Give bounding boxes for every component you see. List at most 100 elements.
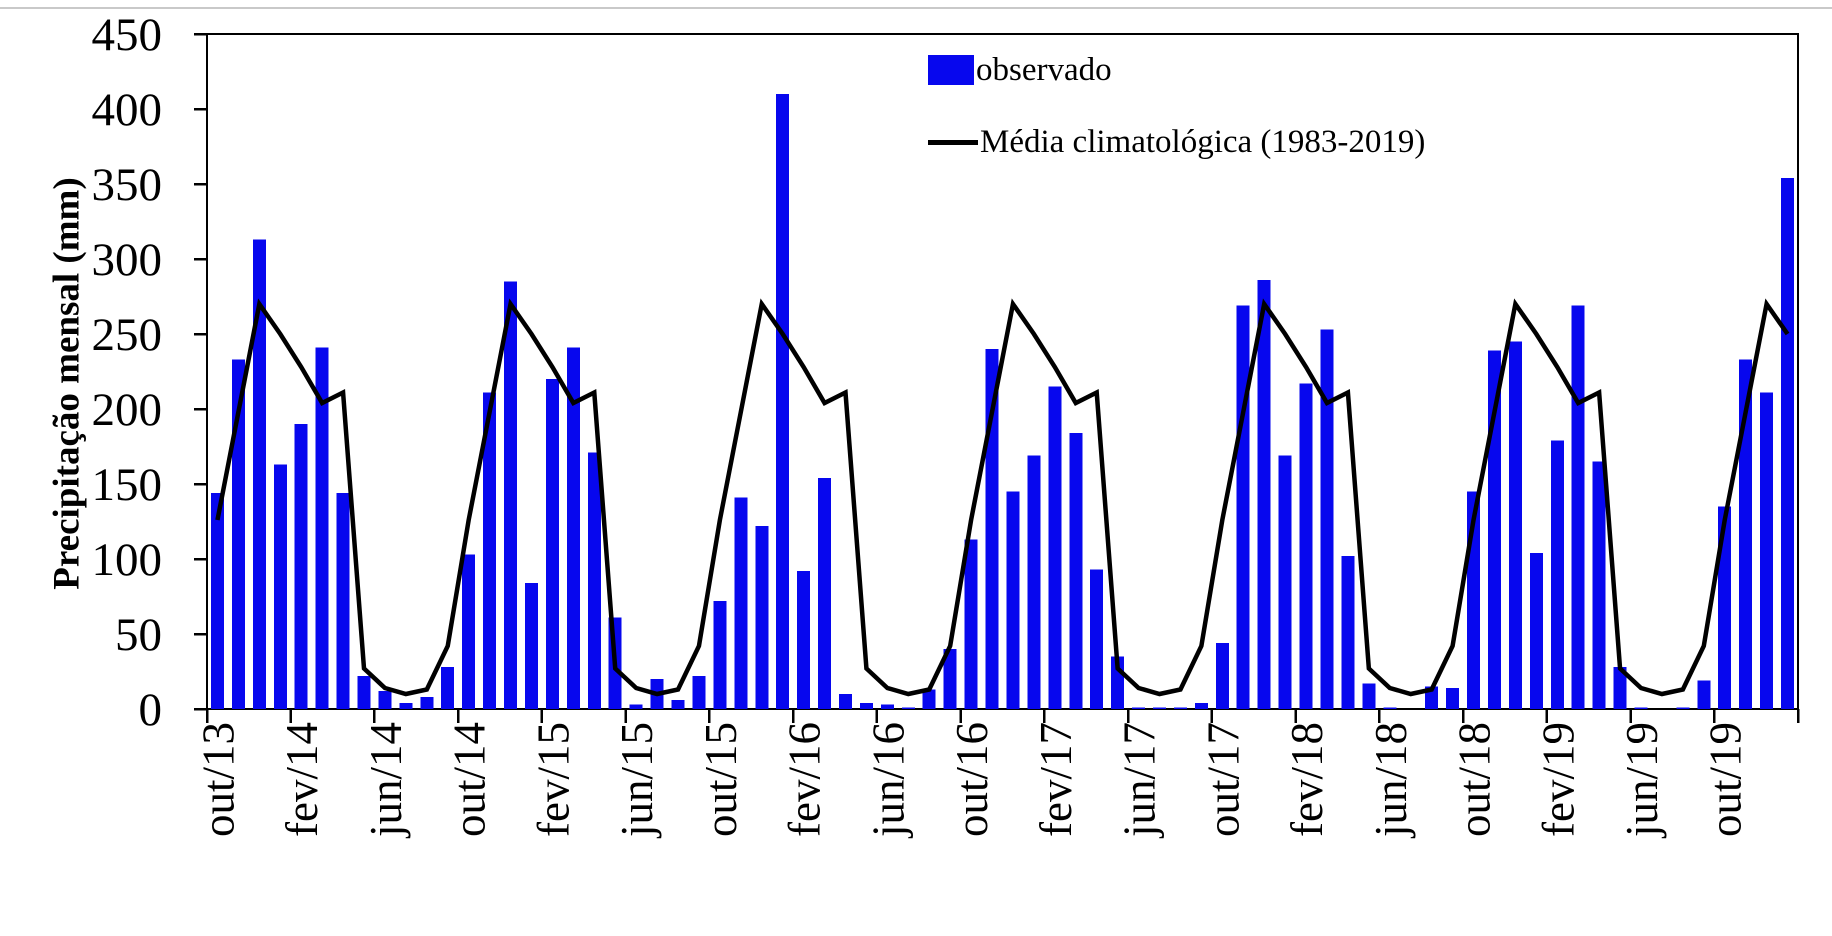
bar-mar/14 [315, 347, 329, 709]
bar-jul/16 [901, 707, 915, 709]
y-tick-label: 400 [92, 84, 163, 136]
bar-dez/15 [755, 526, 769, 709]
x-tick-label: out/19 [1701, 722, 1751, 837]
bar-jul/14 [399, 703, 413, 709]
x-tick-label: fev/16 [780, 722, 830, 837]
x-tick-label: out/17 [1198, 722, 1248, 837]
bar-out/13 [210, 493, 224, 709]
bar-mar/18 [1320, 329, 1334, 709]
bar-set/15 [692, 676, 706, 709]
bar-mar/17 [1069, 433, 1083, 709]
bar-jun/17 [1132, 707, 1146, 709]
bar-set/16 [943, 649, 957, 709]
bar-nov/15 [734, 497, 748, 709]
bar-jan/16 [776, 94, 790, 709]
bar-ago/17 [1173, 707, 1187, 709]
bar-set/19 [1697, 680, 1711, 709]
bar-out/15 [713, 601, 727, 709]
legend-label: Média climatológica (1983-2019) [980, 123, 1426, 160]
bar-fev/14 [294, 424, 308, 709]
bar-jan/15 [524, 583, 538, 709]
y-tick-label: 0 [139, 684, 163, 736]
bar-jan/18 [1278, 455, 1292, 709]
bar-mai/14 [357, 676, 371, 709]
bar-series-swatch [928, 55, 974, 85]
bar-fev/17 [1048, 386, 1062, 709]
bar-mar/19 [1571, 305, 1585, 709]
chart-legend: observado Média climatológica (1983-2019… [928, 48, 1425, 192]
bar-mai/18 [1362, 683, 1376, 709]
bar-jan/17 [1027, 455, 1041, 709]
bar-fev/18 [1299, 383, 1313, 709]
bar-abr/19 [1592, 461, 1606, 709]
legend-item-observado: observado [928, 48, 1425, 92]
bar-out/16 [964, 539, 978, 709]
bar-dez/16 [1006, 491, 1020, 709]
bar-fev/15 [545, 379, 559, 709]
x-tick-label: fev/15 [528, 722, 578, 837]
x-tick-label: jun/19 [1617, 722, 1667, 839]
climatology-line [215, 298, 1790, 697]
bar-ago/19 [1676, 707, 1690, 709]
bar-dez/19 [1760, 392, 1774, 709]
bar-nov/17 [1236, 305, 1250, 709]
bar-mar/15 [566, 347, 580, 709]
bar-jun/16 [880, 704, 894, 709]
y-tick-label: 250 [92, 309, 163, 361]
bar-dez/14 [504, 281, 518, 709]
x-tick-label: jun/17 [1115, 722, 1165, 839]
legend-label: observado [976, 51, 1112, 88]
bar-abr/16 [838, 694, 852, 709]
bar-mai/19 [1613, 667, 1627, 709]
y-tick-label: 300 [92, 234, 163, 286]
bar-jan/14 [273, 464, 287, 709]
legend-item-media-climatologica: Média climatológica (1983-2019) [928, 120, 1425, 164]
x-tick-label: fev/17 [1031, 722, 1081, 837]
bar-fev/16 [797, 571, 811, 709]
x-tick-label: fev/19 [1533, 722, 1583, 837]
y-tick-label: 50 [115, 609, 162, 661]
bar-jun/15 [629, 704, 643, 709]
bar-ago/14 [420, 697, 434, 709]
bar-nov/14 [483, 392, 497, 709]
x-tick-label: out/14 [445, 722, 495, 837]
bar-out/19 [1718, 506, 1732, 709]
y-tick-label: 100 [92, 534, 163, 586]
bar-dez/17 [1257, 280, 1271, 709]
bar-jul/17 [1153, 707, 1167, 709]
x-tick-label: fev/18 [1282, 722, 1332, 837]
bar-set/14 [441, 667, 455, 709]
bar-jun/18 [1383, 707, 1397, 709]
bar-ago/16 [922, 689, 936, 709]
y-tick-label: 150 [92, 459, 163, 511]
bar-mai/16 [859, 703, 873, 709]
bar-set/17 [1194, 703, 1208, 709]
bar-set/18 [1446, 688, 1460, 709]
page-top-divider [0, 7, 1832, 9]
y-tick-label: 200 [92, 384, 163, 436]
x-tick-label: jun/14 [361, 722, 411, 839]
bar-nov/13 [231, 359, 245, 709]
bar-abr/18 [1341, 556, 1355, 709]
y-tick-label: 450 [92, 9, 163, 61]
bar-abr/15 [587, 452, 601, 709]
bar-mar/16 [818, 478, 832, 709]
bar-abr/14 [336, 493, 350, 709]
x-tick-label: out/13 [193, 722, 243, 837]
bar-out/14 [462, 554, 476, 709]
y-tick-label: 350 [92, 159, 163, 211]
bar-jan/19 [1529, 553, 1543, 709]
line-series-swatch [928, 139, 978, 145]
plot-border [206, 33, 1799, 710]
bar-nov/19 [1739, 359, 1753, 709]
x-tick-label: jun/16 [863, 722, 913, 839]
x-tick-label: out/16 [947, 722, 997, 837]
x-tick-label: jun/15 [612, 722, 662, 839]
x-tick-label: out/18 [1450, 722, 1500, 837]
bar-jan/20 [1781, 178, 1795, 709]
y-axis-title: Precipitação mensal (mm) [46, 177, 88, 590]
bar-dez/18 [1508, 341, 1522, 709]
bar-abr/17 [1090, 569, 1104, 709]
x-tick-label: fev/14 [277, 722, 327, 837]
